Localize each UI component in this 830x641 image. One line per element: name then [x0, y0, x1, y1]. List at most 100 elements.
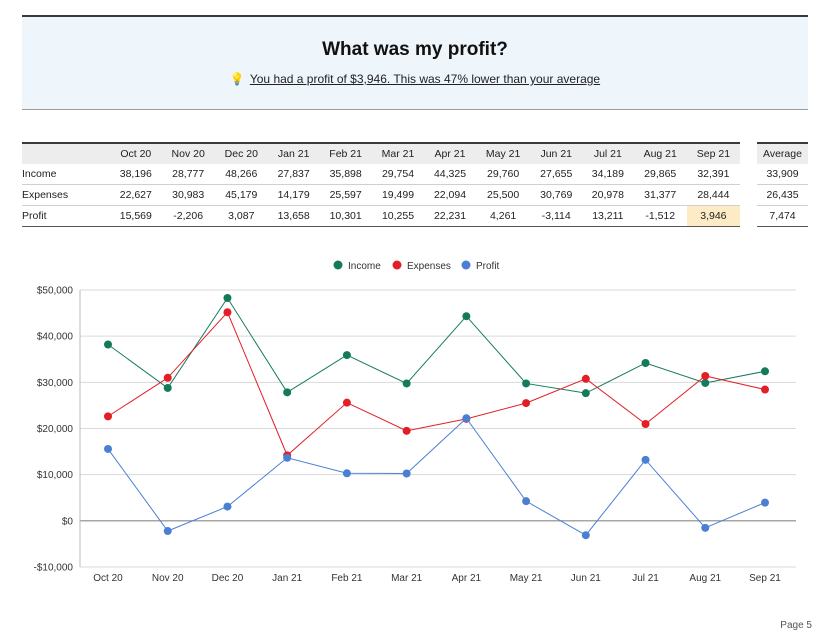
row-label: Income — [22, 164, 110, 185]
data-point-expenses — [342, 398, 351, 407]
data-point-income — [342, 351, 351, 360]
month-header: Feb 21 — [319, 143, 372, 164]
table-cell: 29,754 — [371, 164, 425, 185]
page-title: What was my profit? — [322, 39, 508, 60]
table-cell: 4,261 — [475, 205, 531, 227]
table-cell: 19,499 — [371, 184, 425, 206]
x-tick-label: Jun 21 — [571, 573, 601, 584]
data-point-profit — [462, 414, 471, 423]
data-point-profit — [641, 455, 650, 464]
x-tick-label: Apr 21 — [452, 573, 482, 584]
x-tick-label: Nov 20 — [152, 573, 184, 584]
month-header: Sep 21 — [686, 143, 740, 164]
data-point-income — [701, 378, 710, 387]
line-chart: -$10,000 $0 $10,000 $20,000 $30,000 $40,000 $5… — [34, 260, 796, 584]
data-point-profit — [701, 523, 710, 532]
average-row-profit: 7,474 — [757, 205, 808, 227]
series-line-expenses — [107, 311, 766, 457]
legend-label-profit: Profit — [476, 261, 500, 272]
table-cell: 13,658 — [267, 205, 320, 227]
data-point-income — [283, 388, 292, 397]
month-header: Dec 20 — [214, 143, 268, 164]
data-point-expenses — [761, 385, 769, 394]
table-cell: 38,196 — [110, 164, 162, 185]
table-cell: 22,231 — [424, 205, 476, 227]
data-point-profit — [104, 444, 112, 453]
data-point-profit — [761, 498, 769, 507]
data-point-profit — [581, 531, 590, 540]
x-tick-label: Oct 20 — [93, 573, 123, 584]
table-cell: 30,769 — [530, 184, 583, 206]
x-tick-label: May 21 — [510, 573, 543, 584]
table-cell: 13,211 — [582, 205, 634, 227]
data-point-expenses — [701, 371, 710, 380]
data-point-profit — [163, 527, 172, 536]
x-tick-label: Aug 21 — [689, 573, 721, 584]
table-cell: 25,500 — [475, 184, 531, 206]
row-label: Profit — [22, 205, 110, 227]
data-point-expenses — [163, 373, 172, 382]
table-cell: 22,094 — [424, 184, 476, 206]
table-cell: 15,569 — [110, 205, 162, 227]
table-cell: 10,301 — [319, 205, 372, 227]
data-point-profit — [223, 502, 232, 511]
table-corner-cell — [22, 143, 110, 164]
legend-label-expenses: Expenses — [407, 261, 451, 272]
y-tick-label: $10,000 — [37, 470, 74, 481]
table-cell: 32,391 — [686, 164, 740, 185]
table-cell: 29,865 — [633, 164, 687, 185]
data-point-profit — [402, 469, 411, 478]
data-point-income — [104, 340, 112, 349]
legend-label-income: Income — [348, 261, 381, 272]
series-line-profit — [107, 417, 766, 536]
y-tick-label: $50,000 — [37, 286, 74, 297]
data-point-income — [522, 379, 531, 388]
data-point-income — [402, 379, 411, 388]
data-point-income — [641, 358, 650, 367]
average-cell: 26,435 — [757, 184, 808, 206]
table-cell: 35,898 — [319, 164, 372, 185]
legend-marker-profit — [461, 260, 471, 270]
month-header: Aug 21 — [633, 143, 687, 164]
data-point-expenses — [223, 308, 232, 317]
y-tick-label: $0 — [62, 516, 74, 527]
data-point-income — [223, 294, 232, 303]
data-point-income — [761, 367, 769, 376]
x-tick-label: Jan 21 — [272, 573, 302, 584]
table-cell: 31,377 — [633, 184, 687, 206]
table-row-profit: Profit 15,569 -2,206 3,087 13,658 10,301… — [22, 205, 740, 227]
table-cell: 30,983 — [161, 184, 215, 206]
table-cell: 29,760 — [475, 164, 531, 185]
x-tick-label: Sep 21 — [749, 573, 781, 584]
month-header: Jan 21 — [267, 143, 320, 164]
data-point-profit — [522, 497, 531, 506]
row-label: Expenses — [22, 184, 110, 206]
table-cell: 28,444 — [686, 184, 740, 206]
table-cell: 28,777 — [161, 164, 215, 185]
month-header: Jun 21 — [530, 143, 583, 164]
data-point-income — [581, 389, 590, 398]
table-cell: 27,655 — [530, 164, 583, 185]
monthly-table: Oct 20 Nov 20 Dec 20 Jan 21 Feb 21 Mar 2… — [22, 142, 740, 227]
y-tick-label: -$10,000 — [34, 563, 74, 574]
lightbulb-icon: 💡 — [229, 72, 245, 86]
month-header: Mar 21 — [371, 143, 425, 164]
highlighted-current-profit-cell: 3,946 — [686, 205, 740, 227]
y-tick-label: $40,000 — [37, 332, 74, 343]
profit-summary-link[interactable]: You had a profit of $3,946. This was 47%… — [249, 72, 601, 86]
table-cell: 44,325 — [424, 164, 476, 185]
average-header: Average — [757, 143, 808, 164]
month-header: Oct 20 — [110, 143, 162, 164]
insight-banner: What was my profit? 💡 You had a profit of… — [22, 15, 808, 110]
series-line-income — [107, 297, 766, 394]
table-cell: 27,837 — [267, 164, 320, 185]
x-tick-label: Dec 20 — [212, 573, 244, 584]
data-point-profit — [342, 469, 351, 478]
y-tick-label: $30,000 — [37, 378, 74, 389]
table-cell: 22,627 — [110, 184, 162, 206]
average-row-income: 33,909 — [757, 164, 808, 185]
data-point-expenses — [104, 412, 112, 421]
page-number: Page 5 — [780, 620, 812, 631]
x-tick-label: Feb 21 — [331, 573, 363, 584]
data-point-income — [462, 312, 471, 321]
